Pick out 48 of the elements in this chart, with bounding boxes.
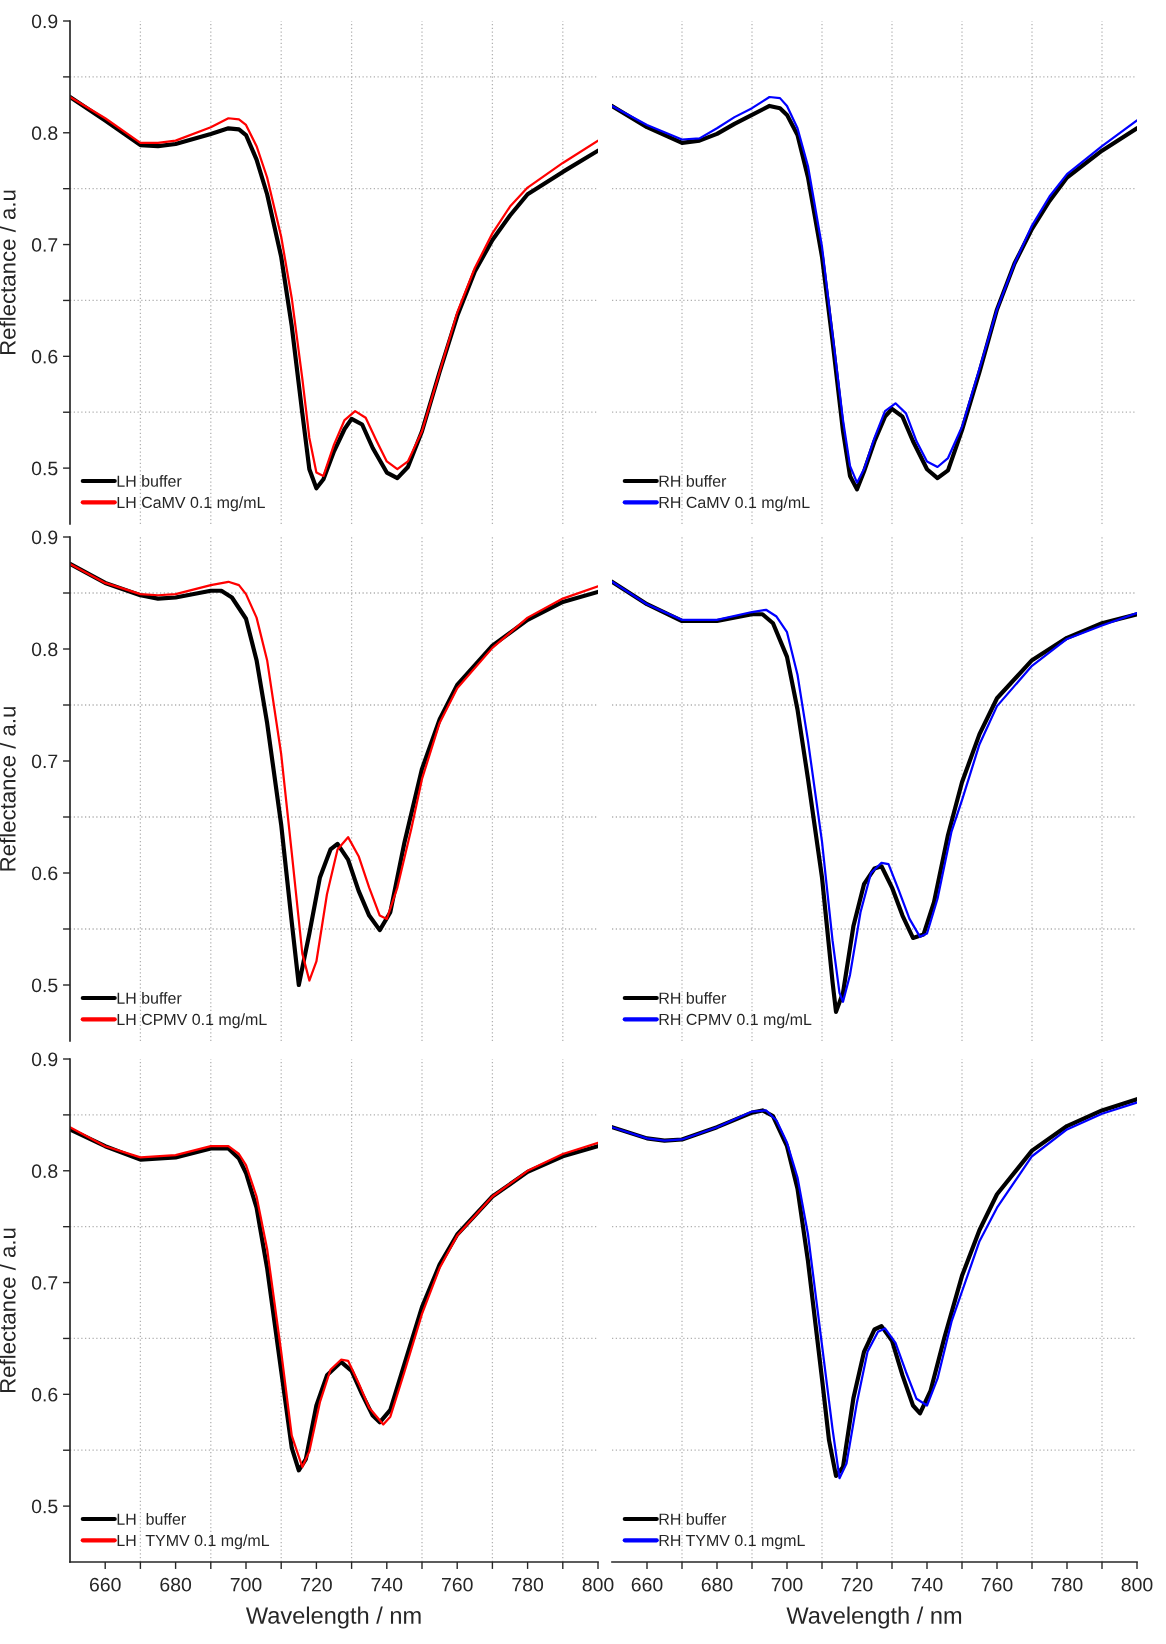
y-tick-label: 0.7 (31, 1276, 58, 1290)
y-tick-label: 0.5 (31, 978, 58, 993)
y-tick-label: 0.5 (31, 1499, 58, 1514)
x-tick-label: 800 (1121, 1577, 1153, 1592)
x-tick-label: 720 (301, 1577, 332, 1592)
legend-label: LH buffer (117, 1513, 186, 1525)
legend-label: LH CPMV 0.1 mg/mL (117, 1013, 267, 1029)
x-tick-label: 700 (771, 1577, 803, 1592)
x-tick-label: 760 (441, 1577, 473, 1592)
legend-label: RH CaMV 0.1 mg/mL (659, 496, 810, 512)
x-tick-label: 760 (981, 1577, 1013, 1592)
y-tick-label: 0.6 (31, 349, 58, 364)
y-tick-label: 0.6 (31, 866, 58, 881)
y-tick-label: 0.5 (31, 461, 58, 476)
y-axis-title: Reflectance / a.u (0, 707, 16, 871)
x-tick-label: 740 (371, 1577, 403, 1592)
y-tick-label: 0.6 (31, 1387, 58, 1402)
x-tick-label: 660 (89, 1577, 121, 1592)
legend-label: RH TYMV 0.1 mgmL (659, 1534, 805, 1550)
y-axis-title: Reflectance / a.u (0, 190, 16, 355)
y-axis-title: Reflectance / a.u (0, 1228, 16, 1393)
y-tick-label: 0.9 (31, 1052, 58, 1067)
legend-label: RH buffer (659, 992, 727, 1004)
y-tick-label: 0.8 (31, 126, 58, 141)
y-tick-label: 0.9 (31, 14, 58, 29)
x-tick-label: 700 (230, 1577, 262, 1592)
x-tick-label: 660 (631, 1577, 663, 1592)
x-tick-label: 800 (582, 1577, 614, 1592)
y-tick-label: 0.9 (31, 530, 58, 545)
y-tick-label: 0.7 (31, 754, 58, 769)
x-axis-title: Wavelength / nm (786, 1606, 962, 1629)
y-tick-label: 0.7 (31, 238, 58, 252)
y-tick-label: 0.8 (31, 642, 58, 657)
x-tick-label: 780 (1051, 1577, 1083, 1592)
x-tick-label: 680 (701, 1577, 733, 1592)
x-tick-label: 740 (911, 1577, 943, 1592)
x-tick-label: 720 (841, 1577, 873, 1592)
legend-label: LH TYMV 0.1 mg/mL (117, 1534, 270, 1550)
x-tick-label: 680 (160, 1577, 192, 1592)
legend-label: LH CaMV 0.1 mg/mL (117, 496, 265, 512)
y-tick-label: 0.8 (31, 1164, 58, 1179)
legend-label: RH buffer (659, 1513, 727, 1525)
x-axis-title: Wavelength / nm (245, 1606, 421, 1629)
legend-label: LH buffer (117, 992, 182, 1004)
x-tick-label: 780 (512, 1577, 544, 1592)
legend-label: RH CPMV 0.1 mg/mL (659, 1013, 812, 1029)
legend-label: LH buffer (117, 475, 182, 487)
legend-label: RH buffer (659, 475, 727, 487)
